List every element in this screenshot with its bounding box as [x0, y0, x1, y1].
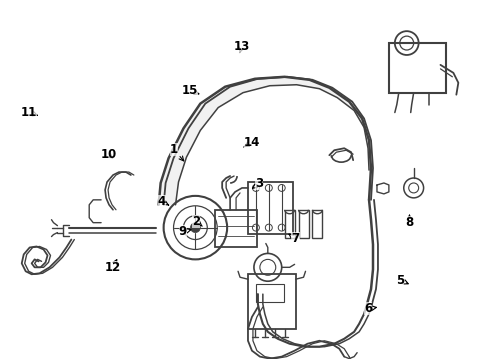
Text: 15: 15	[182, 84, 199, 97]
Text: 13: 13	[233, 40, 250, 53]
Circle shape	[190, 223, 200, 233]
Text: 6: 6	[364, 302, 376, 315]
Text: 1: 1	[170, 143, 183, 161]
Text: 3: 3	[252, 177, 263, 190]
Bar	[255, 284, 283, 302]
Polygon shape	[158, 77, 370, 205]
Bar	[215, 210, 256, 247]
Text: 14: 14	[243, 136, 260, 149]
Bar	[298, 210, 308, 238]
Text: 4: 4	[158, 195, 168, 208]
Text: 12: 12	[104, 260, 121, 274]
Text: 2: 2	[191, 215, 202, 228]
Text: 10: 10	[101, 148, 117, 162]
Text: 5: 5	[395, 274, 407, 287]
Bar	[284, 210, 294, 238]
Text: 8: 8	[405, 215, 413, 229]
Text: 11: 11	[20, 105, 37, 119]
Bar	[312, 210, 322, 238]
Bar	[247, 182, 292, 234]
Bar	[247, 274, 295, 329]
Text: 9: 9	[179, 225, 190, 238]
Bar	[388, 43, 446, 93]
Text: 7: 7	[288, 233, 299, 246]
